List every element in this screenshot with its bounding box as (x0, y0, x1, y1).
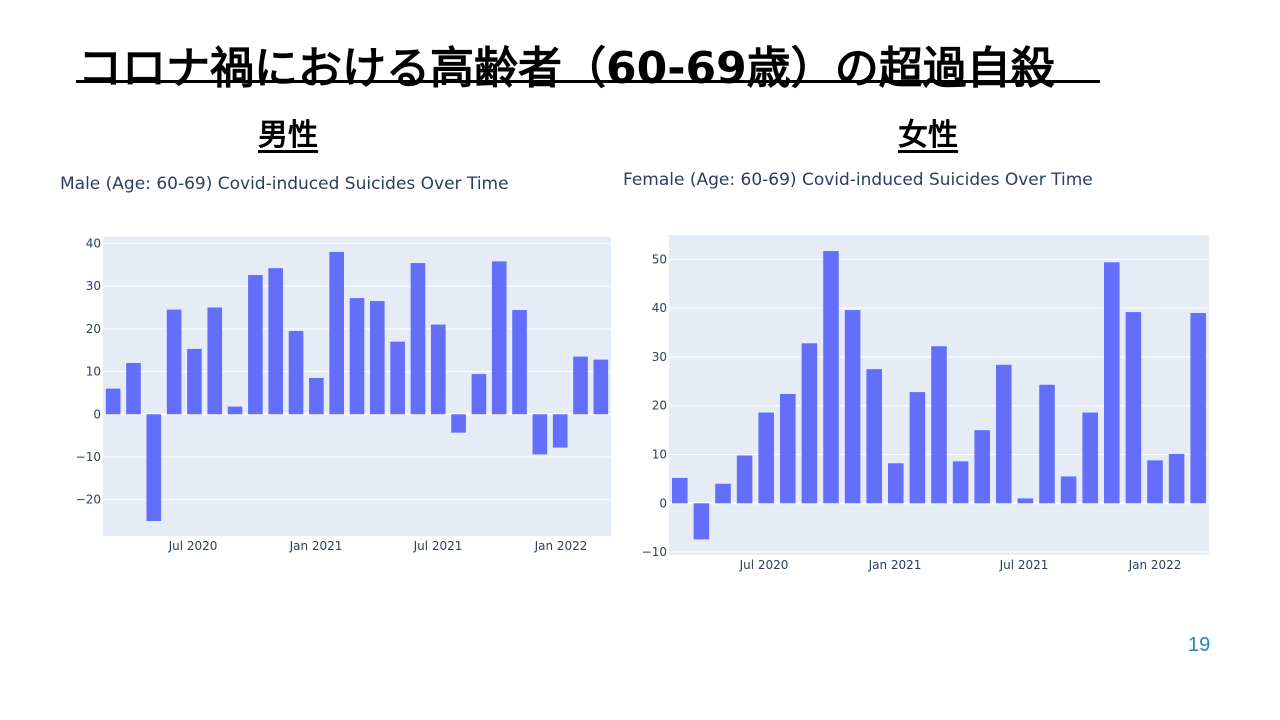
male-bar (248, 275, 263, 415)
male-bar (512, 310, 527, 415)
page-number: 19 (1188, 634, 1211, 656)
female-y-tick-label: 30 (652, 350, 667, 364)
male-bar (390, 341, 405, 415)
male-bar (309, 377, 324, 415)
female-bar (780, 394, 796, 504)
male-y-tick-label: −10 (76, 450, 101, 464)
male-bar (430, 324, 446, 415)
female-bar (844, 310, 861, 504)
female-bar (736, 455, 753, 504)
female-y-tick-label: 0 (659, 496, 667, 510)
male-bar (126, 363, 141, 415)
male-y-tick-label: 30 (86, 279, 101, 293)
female-bar (996, 364, 1012, 504)
male-bar (207, 307, 223, 415)
male-bar (552, 414, 568, 448)
male-bar (166, 309, 182, 415)
female-bar (866, 369, 882, 504)
male-bar (410, 263, 426, 415)
female-y-tick-label: 20 (652, 399, 667, 413)
male-bar (573, 356, 588, 415)
male-bar (329, 251, 344, 415)
female-bar (888, 463, 904, 504)
female-bar (1147, 460, 1163, 504)
female-bar (974, 430, 990, 504)
male-bar (227, 406, 243, 415)
female-bar (909, 392, 926, 504)
female-bar (1017, 498, 1034, 504)
male-bar (451, 414, 466, 433)
female-x-tick-label: Jan 2022 (1128, 558, 1182, 572)
female-bar (1060, 476, 1077, 504)
female-bar (801, 343, 818, 504)
male-y-tick-label: 40 (86, 236, 101, 250)
female-bar (1082, 412, 1098, 504)
female-bar (758, 412, 774, 504)
male-y-tick-label: 10 (86, 365, 101, 379)
female-x-tick-label: Jul 2020 (739, 558, 789, 572)
female-bar (1104, 262, 1120, 504)
title-underline (76, 80, 1100, 83)
male-bar (349, 298, 365, 415)
female-bar (1039, 384, 1055, 504)
female-bar (1190, 313, 1206, 504)
male-bar (593, 359, 609, 415)
male-chart-title: Male (Age: 60-69) Covid-induced Suicides… (60, 174, 509, 194)
slide-title: コロナ禍における高齢者（60-69歳）の超過自殺 (78, 43, 1055, 94)
female-bar (1168, 454, 1185, 504)
female-y-tick-label: 40 (652, 301, 667, 315)
male-x-tick-label: Jan 2022 (534, 539, 588, 553)
male-heading: 男性 (258, 118, 318, 153)
male-bar (187, 348, 202, 415)
female-y-tick-label: −10 (642, 545, 667, 559)
female-bar (1125, 312, 1142, 504)
male-bar (471, 374, 487, 415)
male-y-tick-label: 0 (93, 407, 101, 421)
male-bar (268, 268, 284, 415)
female-bar (952, 461, 969, 504)
male-bar (491, 261, 507, 415)
male-bar (532, 414, 548, 455)
male-bar (288, 330, 304, 415)
female-x-tick-label: Jul 2021 (999, 558, 1049, 572)
male-x-tick-label: Jul 2021 (413, 539, 463, 553)
female-y-tick-label: 50 (652, 252, 667, 266)
male-bar (146, 414, 162, 522)
female-chart-title: Female (Age: 60-69) Covid-induced Suicid… (623, 170, 1093, 190)
male-y-tick-label: −20 (76, 493, 101, 507)
male-x-tick-label: Jul 2020 (168, 539, 218, 553)
female-heading: 女性 (898, 118, 958, 153)
female-bar (693, 503, 710, 540)
female-bar (672, 477, 688, 504)
male-x-tick-label: Jan 2021 (289, 539, 343, 553)
female-x-tick-label: Jan 2021 (868, 558, 922, 572)
male-y-tick-label: 20 (86, 322, 101, 336)
male-bar (370, 301, 385, 415)
male-bar (105, 388, 121, 415)
female-y-tick-label: 10 (652, 448, 667, 462)
female-bar (715, 483, 731, 504)
female-bar (931, 346, 947, 504)
female-bar (823, 251, 839, 504)
